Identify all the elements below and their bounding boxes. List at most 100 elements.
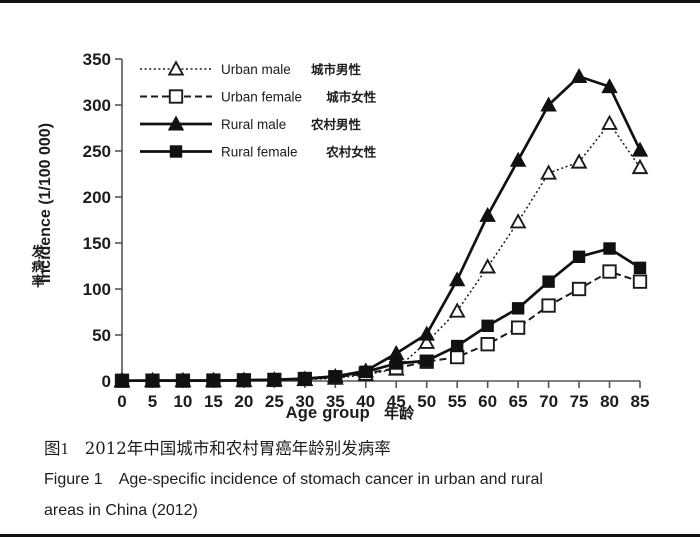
- x-tick-label: 0: [117, 392, 126, 411]
- figure-plot-area: 0 50 100 150 200 250 300 350 0 5 10 15 20 25 30 35 40 45 5…: [0, 6, 700, 431]
- legend-marker: [168, 89, 184, 104]
- x-tick-label: 75: [570, 392, 589, 411]
- data-point: [572, 250, 586, 263]
- legend-marker: [167, 115, 185, 131]
- y-tick-label: 200: [83, 188, 111, 207]
- caption-line-chinese: 图1 2012年中国城市和农村胃癌年龄别发病率: [44, 433, 660, 464]
- legend-item-rural-female: Rural female 农村女性: [140, 145, 377, 160]
- x-tick-label: 10: [173, 392, 192, 411]
- data-point: [570, 153, 588, 169]
- data-point: [509, 151, 527, 167]
- legend-label-en: Rural female: [221, 145, 298, 160]
- data-point: [602, 264, 617, 279]
- data-point: [115, 374, 129, 387]
- data-point: [509, 213, 527, 229]
- data-point: [570, 68, 588, 83]
- data-point: [418, 333, 436, 349]
- x-tick-label: 65: [509, 392, 528, 411]
- x-axis-title: Age group 年龄: [0, 402, 700, 423]
- series-layer: [113, 68, 649, 388]
- data-point: [450, 349, 465, 365]
- data-point: [511, 302, 525, 315]
- series-line: [121, 270, 641, 382]
- data-point: [480, 337, 495, 352]
- y-axis-title: Incidence (1/100 000): [37, 122, 54, 284]
- y-tick-label: 300: [83, 96, 111, 115]
- x-tick-label: 5: [148, 392, 157, 411]
- data-point: [601, 78, 618, 94]
- data-point: [571, 281, 587, 297]
- data-point: [176, 374, 190, 387]
- y-axis-title-cn: 发病率: [31, 244, 45, 289]
- data-point: [146, 374, 159, 387]
- x-tick-label: 20: [234, 392, 253, 411]
- data-point: [481, 319, 494, 333]
- data-point: [633, 261, 647, 275]
- data-point: [631, 141, 649, 157]
- x-tick-label: 85: [631, 392, 650, 411]
- data-point: [207, 374, 220, 387]
- data-point: [329, 370, 342, 383]
- y-tick-label: 150: [83, 234, 111, 253]
- caption-line-english-1: Figure 1 Age-specific incidence of stomac…: [44, 464, 660, 495]
- legend-item-urban-female: Urban female 城市女性: [140, 89, 377, 105]
- axes-layer: 0 50 100 150 200 250 300 350 0 5 10 15 20 25 30 35 40 45 5…: [83, 50, 650, 411]
- legend-label-en: Rural male: [221, 117, 286, 132]
- data-point: [479, 258, 497, 274]
- data-point: [540, 164, 557, 180]
- caption-text-cn: 2012年中国城市和农村胃癌年龄别发病率: [84, 439, 391, 458]
- legend-label-en: Urban male: [221, 62, 291, 77]
- data-point: [420, 354, 433, 367]
- data-point: [542, 275, 555, 288]
- data-point: [298, 372, 312, 385]
- y-tick-label: 100: [83, 280, 111, 299]
- y-tick-label: 350: [83, 50, 111, 69]
- y-tick-label: 50: [92, 326, 111, 345]
- legend-item-rural-male: Rural male 农村男性: [140, 115, 362, 132]
- caption-text-en-2: areas in China (2012): [44, 502, 198, 519]
- data-point: [390, 357, 403, 370]
- data-point: [359, 365, 372, 379]
- y-tick-label: 250: [83, 142, 111, 161]
- data-point: [601, 114, 618, 130]
- data-point: [448, 302, 466, 318]
- data-point: [450, 339, 464, 353]
- legend-item-urban-male: Urban male 城市男性: [140, 60, 362, 77]
- x-tick-label: 80: [600, 392, 619, 411]
- data-point: [448, 271, 466, 287]
- data-point: [631, 158, 649, 175]
- legend-layer: Urban male 城市男性 Urban female 城市女性 Rural male…: [140, 60, 377, 160]
- x-tick-label: 25: [265, 392, 284, 411]
- series-rural-female: [115, 242, 647, 387]
- x-tick-label: 50: [417, 392, 436, 411]
- caption-figure-number-cn: 图1: [44, 439, 69, 458]
- data-point: [541, 298, 556, 313]
- x-tick-label: 60: [478, 392, 497, 411]
- data-point: [632, 274, 648, 289]
- caption-line-english-2: areas in China (2012): [44, 495, 660, 526]
- x-tick-label: 45: [387, 392, 406, 411]
- x-tick-label: 15: [204, 392, 223, 411]
- legend-marker: [167, 60, 185, 76]
- x-axis-title-en: Age group: [285, 404, 370, 422]
- data-point: [418, 325, 435, 341]
- caption-figure-number-en: Figure 1: [44, 471, 103, 488]
- legend-label-cn: 农村男性: [310, 117, 362, 132]
- x-tick-label: 55: [448, 392, 467, 411]
- data-point: [540, 96, 557, 112]
- x-tick-label: 30: [295, 392, 314, 411]
- legend-label-en: Urban female: [221, 90, 302, 105]
- data-point: [479, 206, 496, 222]
- stomach-cancer-incidence-chart: 0 50 100 150 200 250 300 350 0 5 10 15 20 25 30 35 40 45 5…: [0, 6, 700, 431]
- caption-text-en-1: Age-specific incidence of stomach cancer…: [118, 471, 543, 488]
- legend-marker: [169, 145, 183, 158]
- legend-label-cn: 城市女性: [326, 90, 377, 105]
- x-axis-title-cn: 年龄: [383, 405, 415, 422]
- data-point: [268, 373, 281, 386]
- x-tick-label: 70: [539, 392, 558, 411]
- legend-label-cn: 农村女性: [325, 145, 377, 160]
- data-point: [510, 320, 526, 335]
- figure-caption: 图1 2012年中国城市和农村胃癌年龄别发病率 Figure 1 Age-speci…: [0, 431, 700, 537]
- data-point: [237, 374, 251, 387]
